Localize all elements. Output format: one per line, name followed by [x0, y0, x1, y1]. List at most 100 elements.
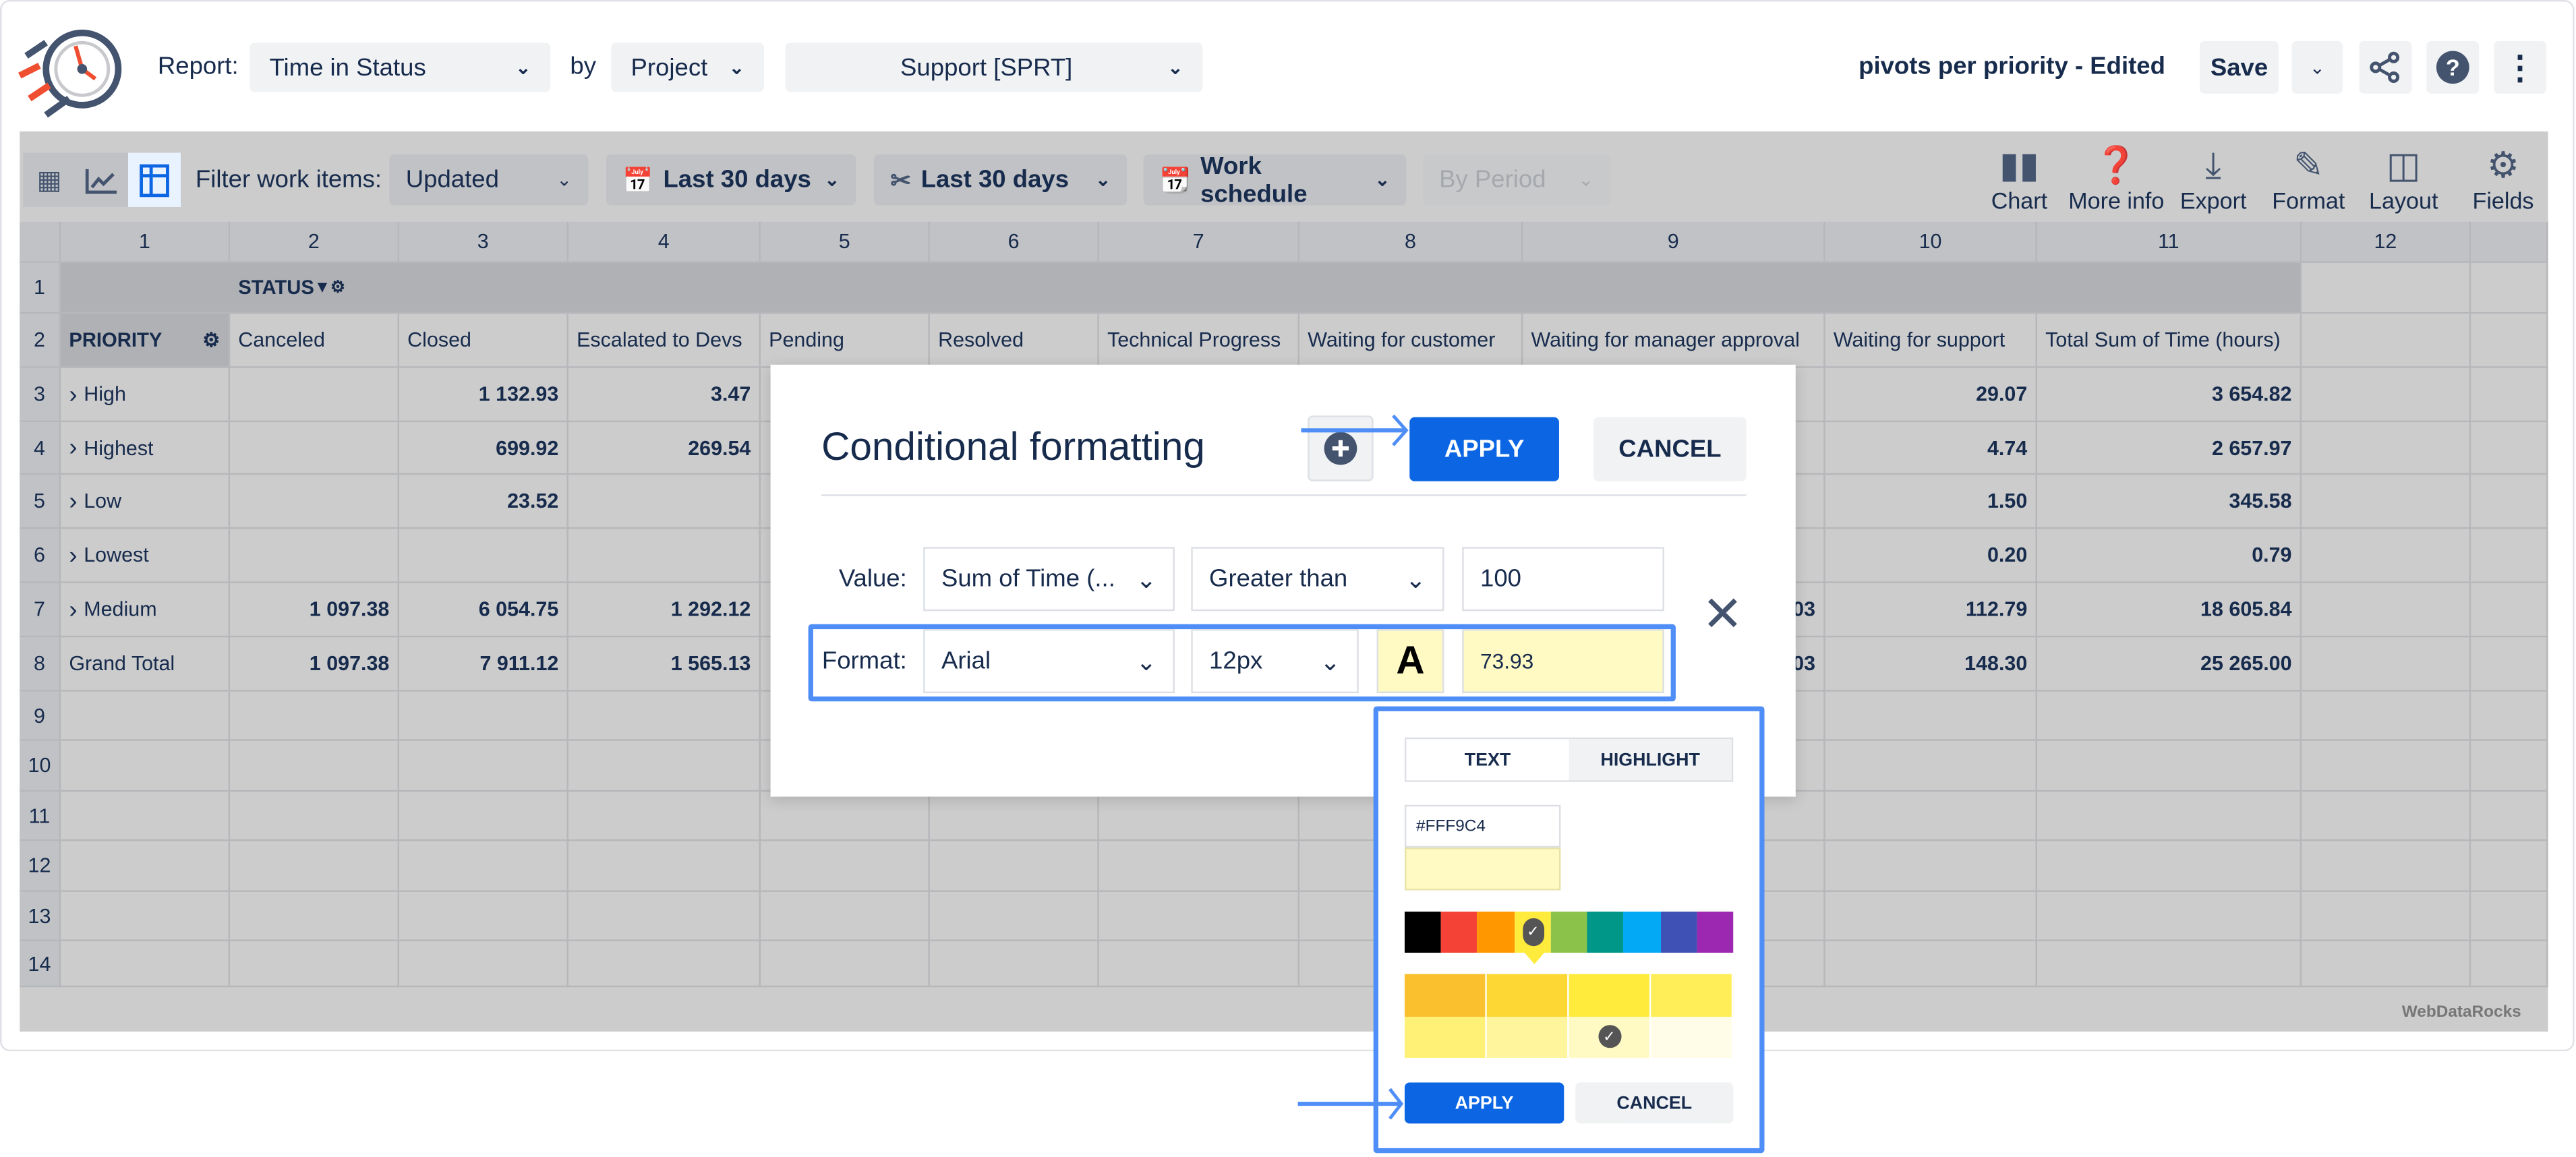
column-header[interactable]: Total Sum of Time (hours) [2037, 314, 2302, 368]
row-label[interactable]: › High [61, 367, 231, 423]
color-swatch[interactable] [1697, 912, 1734, 953]
shade-swatch[interactable] [1569, 974, 1651, 1016]
value-cell[interactable]: 2 657.97 [2037, 422, 2302, 475]
measure-select[interactable]: Sum of Time (... ⌄ [923, 547, 1175, 612]
column-header[interactable]: Pending [760, 314, 930, 368]
remove-condition-close-icon[interactable]: ✕ [1701, 588, 1744, 643]
column-header[interactable]: Technical Progress [1099, 314, 1300, 368]
column-header[interactable]: Waiting for customer [1299, 314, 1523, 368]
color-swatch[interactable] [1477, 912, 1515, 953]
value-cell[interactable] [230, 422, 400, 475]
column-header[interactable]: Resolved [929, 314, 1099, 368]
shade-swatch[interactable] [1651, 1015, 1734, 1058]
column-header[interactable]: Canceled [230, 314, 400, 368]
chevron-right-icon[interactable]: › [69, 434, 78, 462]
value-cell[interactable] [230, 367, 400, 423]
dialog-cancel-button[interactable]: CANCEL [1593, 417, 1747, 481]
help-button[interactable]: ? [2426, 40, 2480, 94]
value-cell[interactable] [230, 475, 400, 529]
value-cell[interactable]: 1 097.38 [230, 637, 400, 692]
date-range-select-1[interactable]: 📅 Last 30 days ⌄ [606, 154, 856, 206]
value-cell[interactable]: 7 911.12 [399, 637, 568, 692]
layout-tool[interactable]: ◫ Layout [2369, 144, 2438, 213]
hex-input[interactable]: #FFF9C4 [1404, 804, 1561, 848]
shade-swatch[interactable]: ✓ [1569, 1015, 1651, 1058]
chevron-right-icon[interactable]: › [69, 380, 78, 409]
font-color-button[interactable]: A [1376, 629, 1444, 694]
value-cell[interactable]: 6 054.75 [399, 583, 568, 638]
value-cell[interactable]: 1 292.12 [568, 583, 761, 638]
pivot-view-button[interactable] [128, 152, 181, 207]
add-condition-button[interactable] [1308, 415, 1374, 481]
color-swatch[interactable] [1550, 912, 1587, 953]
shade-swatch[interactable] [1486, 974, 1569, 1016]
chart-tool[interactable]: ▮▮ Chart [1991, 144, 2047, 213]
column-header[interactable]: Escalated to Devs [568, 314, 761, 368]
share-button[interactable] [2359, 40, 2412, 94]
chevron-right-icon[interactable]: › [69, 595, 78, 624]
gear-icon[interactable]: ⚙ [202, 328, 221, 352]
group-by-select[interactable]: Project ⌄ [611, 42, 764, 92]
value-cell[interactable]: 269.54 [568, 422, 761, 475]
column-header[interactable]: Closed [399, 314, 568, 368]
tab-highlight[interactable]: HIGHLIGHT [1569, 739, 1732, 781]
value-cell[interactable] [230, 529, 400, 583]
row-label[interactable]: › Medium [61, 583, 231, 638]
column-header[interactable]: Waiting for support [1825, 314, 2037, 368]
format-tool[interactable]: ✎ Format [2272, 144, 2345, 213]
chevron-right-icon[interactable]: › [69, 541, 78, 570]
row-label[interactable]: › Low [61, 475, 231, 529]
save-button[interactable]: Save [2200, 40, 2279, 94]
date-range-select-2[interactable]: ✂ Last 30 days ⌄ [874, 154, 1128, 206]
value-cell[interactable]: 1 565.13 [568, 637, 761, 692]
chevron-right-icon[interactable]: › [69, 487, 78, 515]
shade-swatch[interactable] [1404, 974, 1487, 1016]
value-cell[interactable]: 148.30 [1825, 637, 2037, 692]
color-cancel-button[interactable]: CANCEL [1575, 1082, 1734, 1124]
color-swatch[interactable] [1587, 912, 1624, 953]
value-cell[interactable] [568, 475, 761, 529]
font-select[interactable]: Arial ⌄ [923, 629, 1175, 694]
threshold-input[interactable]: 100 [1462, 547, 1664, 612]
value-cell[interactable] [568, 529, 761, 583]
value-cell[interactable]: 112.79 [1825, 583, 2037, 638]
grid-view-button[interactable]: ▦ [23, 152, 76, 207]
value-cell[interactable]: 3.47 [568, 367, 761, 423]
value-cell[interactable]: 23.52 [399, 475, 568, 529]
project-select[interactable]: Support [SPRT] ⌄ [785, 42, 1203, 92]
font-size-select[interactable]: 12px ⌄ [1191, 629, 1359, 694]
value-cell[interactable]: 0.79 [2037, 529, 2302, 583]
export-tool[interactable]: ⤓ Export [2180, 144, 2247, 213]
color-swatch[interactable] [1441, 912, 1478, 953]
report-type-select[interactable]: Time in Status ⌄ [250, 42, 551, 92]
value-cell[interactable]: 699.92 [399, 422, 568, 475]
column-header[interactable]: Waiting for manager approval [1523, 314, 1825, 368]
color-swatch[interactable]: ✓ [1514, 912, 1551, 965]
value-cell[interactable]: 345.58 [2037, 475, 2302, 529]
color-swatch[interactable] [1660, 912, 1697, 953]
value-cell[interactable]: 1.50 [1825, 475, 2037, 529]
work-schedule-select[interactable]: 📆 Work schedule ⌄ [1143, 152, 1407, 208]
value-cell[interactable]: 4.74 [1825, 422, 2037, 475]
value-cell[interactable]: 3 654.82 [2037, 367, 2302, 423]
value-cell[interactable]: 1 132.93 [399, 367, 568, 423]
chart-view-button[interactable] [76, 152, 129, 207]
value-cell[interactable]: 29.07 [1825, 367, 2037, 423]
period-select[interactable]: By Period ⌄ [1422, 154, 1610, 206]
color-apply-button[interactable]: APPLY [1404, 1082, 1564, 1124]
filter-settings-icon[interactable]: ▼⚙ [314, 278, 345, 297]
filter-field-select[interactable]: Updated ⌄ [389, 154, 589, 206]
value-cell[interactable]: 18 605.84 [2037, 583, 2302, 638]
value-cell[interactable]: 0.20 [1825, 529, 2037, 583]
more-info-tool[interactable]: ❓ More info [2068, 144, 2164, 213]
shade-swatch[interactable] [1404, 1015, 1487, 1058]
shade-swatch[interactable] [1651, 974, 1734, 1016]
tab-text[interactable]: TEXT [1406, 739, 1569, 781]
save-options-button[interactable]: ⌄ [2291, 40, 2343, 94]
row-label[interactable]: › Lowest [61, 529, 231, 583]
dialog-apply-button[interactable]: APPLY [1409, 417, 1559, 481]
value-cell[interactable] [399, 529, 568, 583]
color-swatch[interactable] [1404, 912, 1442, 953]
condition-select[interactable]: Greater than ⌄ [1191, 547, 1444, 612]
more-menu-button[interactable]: ⋮ [2494, 40, 2547, 94]
